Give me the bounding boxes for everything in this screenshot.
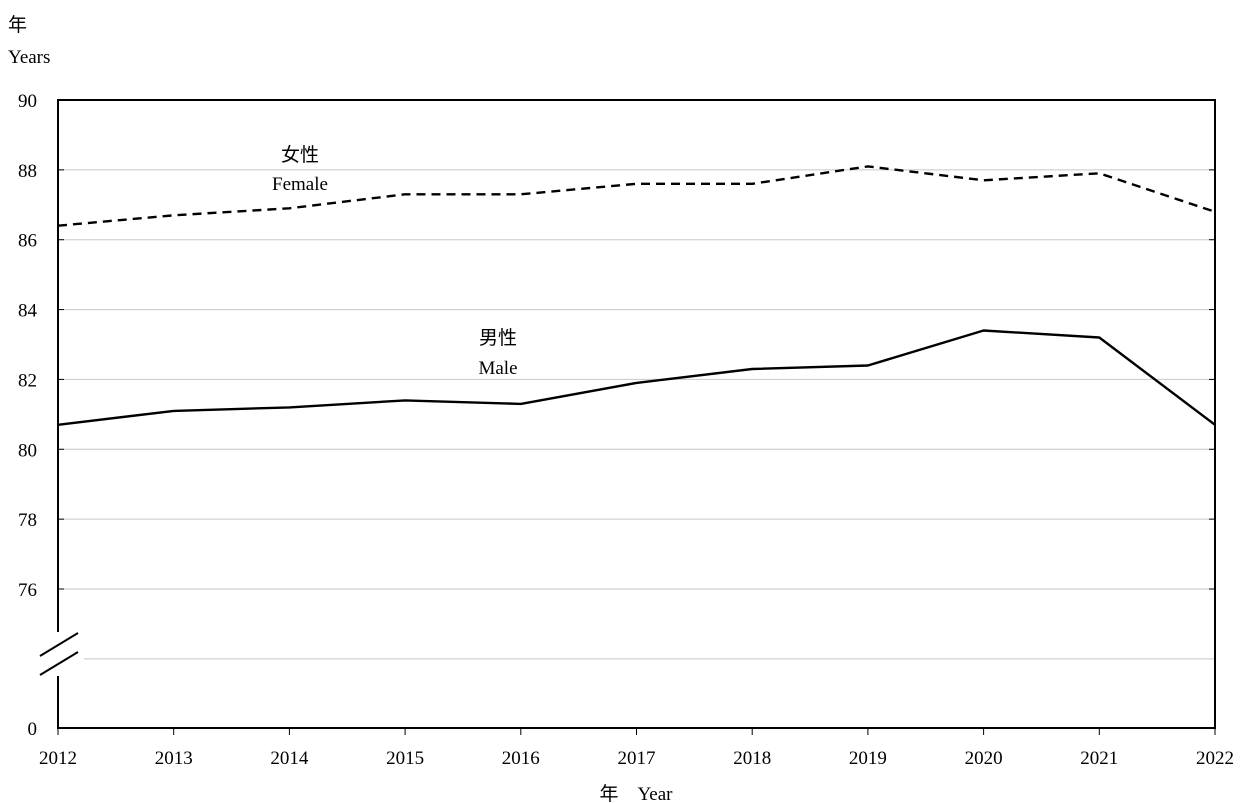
series-labels: 女性 Female 男性 Male — [272, 144, 517, 379]
x-tick-label: 2012 — [39, 748, 77, 769]
x-tick-label: 2016 — [502, 748, 540, 769]
series-label-male-zh: 男性 — [479, 327, 517, 349]
axis-labels: 年 Years 年 Year — [8, 14, 673, 803]
y-axis-title-zh: 年 — [8, 14, 27, 36]
x-tick-label: 2014 — [270, 748, 309, 769]
x-tick-label: 2019 — [849, 748, 887, 769]
series-label-female-zh: 女性 — [281, 144, 319, 166]
y-tick-label: 78 — [18, 510, 37, 531]
x-tick-label: 2015 — [386, 748, 424, 769]
plot-area-frame — [57, 99, 1216, 729]
y-tick-label: 82 — [18, 370, 37, 391]
x-tick-label: 2017 — [618, 748, 656, 769]
x-tick-label: 2021 — [1080, 748, 1118, 769]
y-tick-label: 76 — [18, 580, 37, 601]
series-line-male — [57, 329, 1216, 426]
y-axis-break-marker — [34, 632, 84, 676]
y-tick-label: 84 — [18, 301, 38, 322]
series-lines — [57, 165, 1216, 426]
x-axis-title: 年 Year — [599, 783, 673, 803]
y-tick-label: 0 — [28, 719, 38, 740]
y-tick-label: 88 — [18, 161, 37, 182]
x-tick-label: 2022 — [1196, 748, 1234, 769]
y-tick-label: 86 — [18, 231, 37, 252]
series-label-female-en: Female — [272, 174, 328, 195]
y-tick-label: 80 — [18, 440, 37, 461]
y-axis-title-en: Years — [8, 47, 50, 68]
y-tick-label: 90 — [18, 91, 37, 112]
x-tick-label: 2018 — [733, 748, 771, 769]
gridlines — [58, 169, 1215, 660]
series-label-male-en: Male — [478, 358, 517, 379]
series-line-female — [57, 165, 1216, 227]
x-tick-label: 2020 — [965, 748, 1003, 769]
x-tick-label: 2013 — [155, 748, 193, 769]
